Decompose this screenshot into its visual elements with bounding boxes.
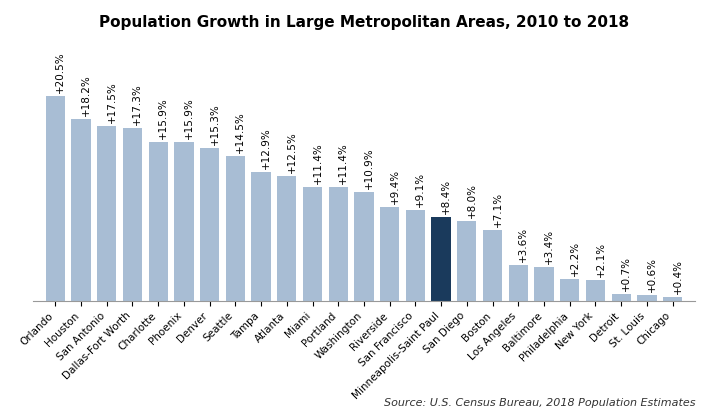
Bar (303, 187, 322, 301)
Text: +3.6%: +3.6% (518, 227, 528, 262)
Bar (611, 294, 630, 301)
Bar (200, 148, 219, 301)
Text: +10.9%: +10.9% (364, 148, 374, 189)
Bar (251, 172, 271, 301)
Bar (277, 176, 297, 301)
Text: +11.4%: +11.4% (338, 143, 348, 184)
Text: +15.9%: +15.9% (184, 98, 194, 139)
Text: +9.4%: +9.4% (390, 169, 400, 204)
Text: +0.7%: +0.7% (621, 256, 631, 291)
Bar (226, 156, 245, 301)
Bar (405, 210, 425, 301)
Text: +20.5%: +20.5% (55, 52, 65, 93)
Text: +17.3%: +17.3% (133, 84, 143, 125)
Text: +14.5%: +14.5% (235, 111, 246, 154)
Bar (45, 96, 65, 301)
Bar (72, 119, 91, 301)
Text: +0.4%: +0.4% (672, 259, 682, 295)
Text: +11.4%: +11.4% (312, 143, 322, 184)
Bar (560, 279, 579, 301)
Text: +0.6%: +0.6% (647, 258, 657, 292)
Title: Population Growth in Large Metropolitan Areas, 2010 to 2018: Population Growth in Large Metropolitan … (99, 15, 629, 30)
Text: +2.2%: +2.2% (569, 241, 580, 276)
Text: +8.4%: +8.4% (441, 179, 451, 214)
Text: +12.9%: +12.9% (261, 128, 271, 169)
Bar (148, 142, 168, 301)
Bar (97, 126, 116, 301)
Text: +9.1%: +9.1% (415, 172, 425, 207)
Text: Source: U.S. Census Bureau, 2018 Population Estimates: Source: U.S. Census Bureau, 2018 Populat… (384, 398, 696, 408)
Text: +15.3%: +15.3% (209, 104, 219, 145)
Bar (123, 128, 142, 301)
Text: +7.1%: +7.1% (493, 192, 503, 228)
Text: +17.5%: +17.5% (106, 82, 116, 124)
Bar (329, 187, 348, 301)
Text: +8.0%: +8.0% (467, 183, 477, 218)
Bar (508, 265, 528, 301)
Bar (535, 267, 554, 301)
Text: +2.1%: +2.1% (596, 242, 606, 277)
Bar (663, 297, 682, 301)
Bar (354, 192, 373, 301)
Text: +18.2%: +18.2% (81, 74, 91, 116)
Bar (586, 280, 605, 301)
Text: +15.9%: +15.9% (158, 98, 168, 139)
Bar (638, 295, 657, 301)
Bar (380, 207, 399, 301)
Bar (432, 217, 451, 301)
Text: +3.4%: +3.4% (544, 229, 554, 264)
Text: +12.5%: +12.5% (287, 131, 297, 173)
Bar (174, 142, 194, 301)
Bar (457, 221, 476, 301)
Bar (483, 230, 502, 301)
